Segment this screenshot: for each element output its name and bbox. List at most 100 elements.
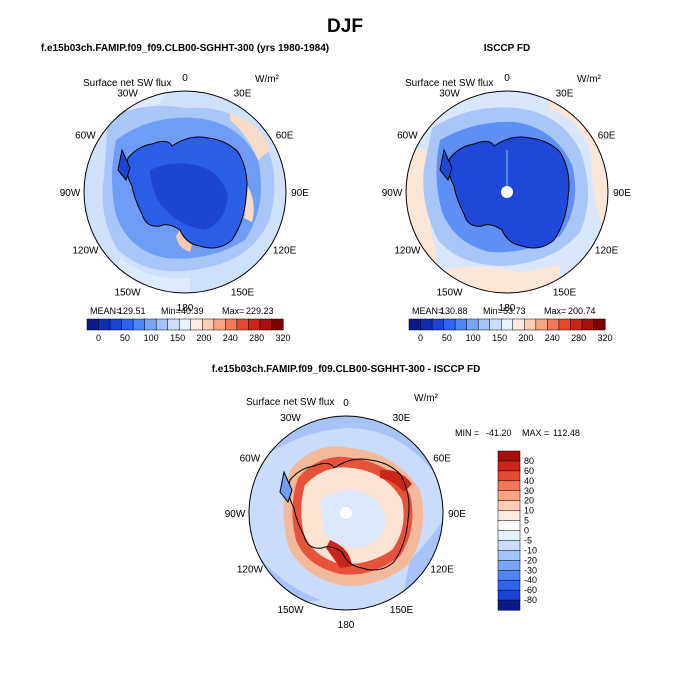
diff-min-label: MIN =: [455, 428, 479, 438]
colorbar-swatch: [497, 480, 521, 492]
lon-label-150w: 150W: [114, 288, 141, 299]
colorbar-swatch: [121, 318, 134, 331]
lon-label-60w: 60W: [397, 131, 418, 142]
colorbar-swatch: [431, 318, 445, 331]
model-min-label: Min=: [161, 306, 181, 316]
colorbar-swatch: [225, 318, 238, 331]
colorbar-swatch: [500, 318, 514, 331]
colorbar-tick-label: 30: [524, 486, 534, 496]
colorbar-swatch: [144, 318, 157, 331]
colorbar-swatch: [512, 318, 525, 331]
lon-label-180: 180: [499, 303, 516, 314]
lon-label-60w: 60W: [75, 131, 96, 142]
colorbar-tick-label: 0: [418, 333, 423, 343]
diff-pole-missing-data: [340, 507, 352, 519]
lon-label-0: 0: [343, 398, 349, 409]
colorbar-swatch: [202, 318, 215, 331]
lon-label-120e: 120E: [273, 246, 297, 257]
lon-label-150w: 150W: [277, 605, 304, 616]
colorbar-tick-label: 50: [442, 333, 452, 343]
model-longitude-labels: 0 30E 60E 90E 120E 150E 180 150W 120W 90W 60W 30W: [60, 73, 310, 314]
colorbar-swatch: [497, 510, 521, 522]
lon-label-30e: 30E: [556, 88, 574, 99]
colorbar-tick-label: 280: [249, 333, 264, 343]
figure-title: DJF: [327, 16, 363, 37]
colorbar-tick-label: 60: [524, 466, 534, 476]
obs-min-label: Min=: [483, 306, 503, 316]
colorbar-swatch: [497, 450, 521, 462]
lon-label-150e: 150E: [553, 288, 577, 299]
colorbar-swatch: [86, 318, 100, 331]
diff-variable-label: Surface net SW flux: [246, 397, 334, 408]
colorbar-tick-label: 20: [524, 496, 534, 506]
lon-label-30e: 30E: [234, 88, 252, 99]
colorbar-tick-label: 200: [196, 333, 211, 343]
lon-label-60w: 60W: [240, 454, 261, 465]
colorbar-tick-label: 100: [144, 333, 159, 343]
model-variable-label: Surface net SW flux: [83, 78, 171, 89]
colorbar-swatch: [466, 318, 479, 331]
diff-field: [249, 416, 443, 610]
lon-label-90e: 90E: [613, 188, 631, 199]
colorbar-swatch: [190, 318, 203, 331]
model-mean-value: 129.51: [118, 306, 146, 316]
diff-panel-caption: f.e15b03ch.FAMIP.f09_f09.CLB00-SGHHT-300…: [212, 364, 481, 375]
colorbar-swatch: [497, 520, 521, 532]
lon-label-150e: 150E: [231, 288, 255, 299]
colorbar-tick-label: -80: [524, 595, 537, 605]
colorbar-swatch: [497, 530, 521, 541]
diff-units-label: W/m²: [414, 393, 439, 404]
colorbar-tick-label: 10: [524, 506, 534, 516]
model-mean-label: MEAN=: [90, 306, 121, 316]
colorbar-swatch: [581, 318, 595, 331]
colorbar-tick-label: 40: [524, 476, 534, 486]
lon-label-120w: 120W: [237, 565, 264, 576]
colorbar-swatch: [178, 318, 192, 331]
colorbar-swatch: [497, 579, 521, 591]
colorbar-swatch: [497, 540, 521, 551]
lon-label-0: 0: [504, 73, 510, 84]
diff-antarctica-outline: [288, 458, 410, 571]
lon-label-150w: 150W: [436, 288, 463, 299]
colorbar-tick-label: -30: [524, 565, 537, 575]
model-panel-caption: f.e15b03ch.FAMIP.f09_f09.CLB00-SGHHT-300…: [41, 43, 329, 54]
lon-label-90w: 90W: [225, 509, 246, 520]
colorbar-swatch: [98, 318, 111, 331]
colorbar-tick-label: 50: [120, 333, 130, 343]
colorbar-swatch: [535, 318, 548, 331]
lon-label-0: 0: [182, 73, 188, 84]
obs-mean-label: MEAN=: [412, 306, 443, 316]
lon-label-180: 180: [338, 620, 355, 631]
colorbar-swatch: [454, 318, 468, 331]
lon-label-120e: 120E: [430, 565, 454, 576]
colorbar-swatch: [593, 318, 606, 331]
colorbar-swatch: [167, 318, 180, 331]
obs-map-boundary: [405, 90, 609, 294]
colorbar-swatch: [524, 318, 537, 331]
colorbar-tick-label: 150: [170, 333, 185, 343]
colorbar-tick-label: -5: [524, 535, 532, 545]
colorbar-tick-label: 80: [524, 456, 534, 466]
colorbar-swatch: [497, 560, 521, 571]
colorbar-swatch: [497, 550, 521, 561]
model-max-value: 229.23: [246, 306, 274, 316]
diff-longitude-labels: 0 30E 60E 90E 120E 150E 180 150W 120W 90W 60W 30W: [225, 398, 467, 631]
colorbar-swatch: [213, 318, 226, 331]
obs-longitude-labels: 0 30E 60E 90E 120E 150E 180 150W 120W 90W 60W 30W: [382, 73, 632, 314]
model-map-boundary: [83, 90, 287, 294]
obs-max-label: Max=: [544, 306, 566, 316]
lon-label-120w: 120W: [72, 246, 99, 257]
model-max-label: Max=: [222, 306, 244, 316]
colorbar-tick-label: -20: [524, 555, 537, 565]
lon-label-150e: 150E: [390, 605, 414, 616]
lon-label-30w: 30W: [117, 88, 138, 99]
lon-label-60e: 60E: [433, 454, 451, 465]
colorbar-tick-label: -60: [524, 585, 537, 595]
diff-map: Surface net SW flux W/m² 0 30E 60E 90E 120E 1…: [225, 393, 580, 631]
colorbar-tick-label: 240: [223, 333, 238, 343]
colorbar-swatch: [570, 318, 583, 331]
colorbar-swatch: [155, 318, 169, 331]
obs-units-label: W/m²: [577, 74, 602, 85]
